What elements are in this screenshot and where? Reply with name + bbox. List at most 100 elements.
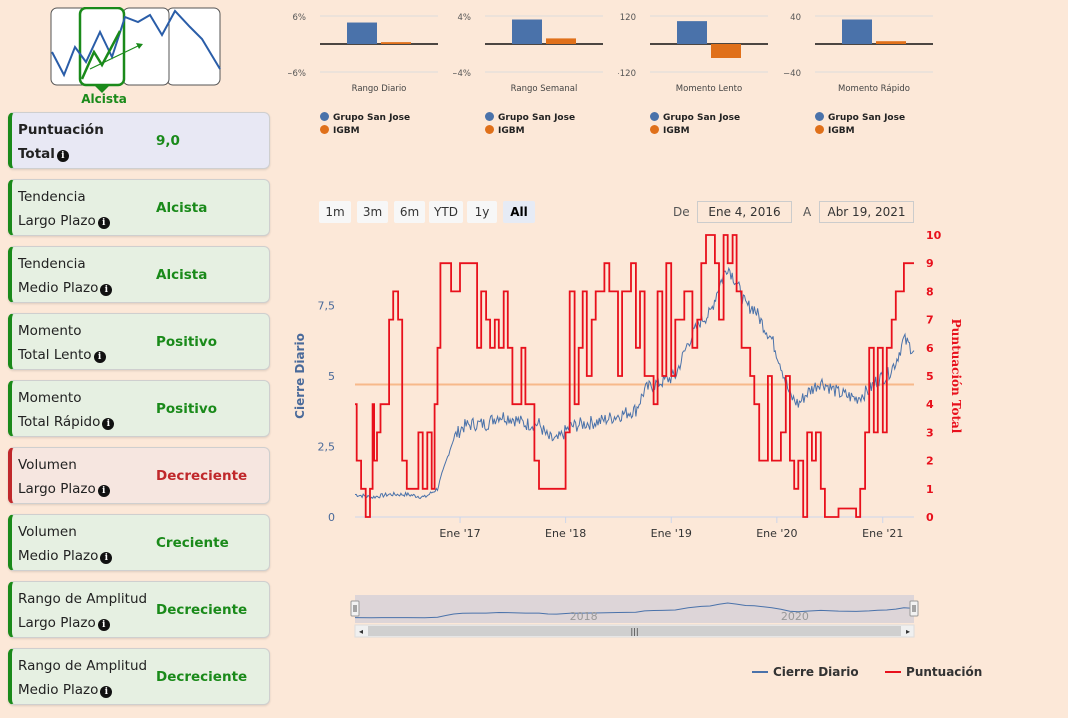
indicator-card[interactable]: Momento Total Lento i Positivo [8, 313, 270, 370]
mini-ytick-top: 40 [790, 13, 801, 23]
navigator-series [354, 602, 915, 619]
mini-legend-label: Grupo San Jose [663, 113, 741, 123]
card-value: Decreciente [156, 669, 248, 685]
legend-dot-icon [485, 112, 494, 121]
indicator-card[interactable]: Tendencia Medio Plazo i Alcista [8, 246, 270, 303]
x-tick-label: Ene '19 [651, 527, 692, 540]
mini-bar-igbm[interactable] [381, 42, 411, 44]
indicator-card[interactable]: Rango de Amplitud Largo Plazo i Decreciente [8, 581, 270, 638]
legend-item-puntuacion[interactable]: Puntuación [885, 665, 982, 679]
navigator-mask[interactable] [355, 595, 914, 623]
info-circle-icon[interactable]: i [97, 619, 110, 631]
mini-legend-item[interactable]: Grupo San Jose [650, 112, 740, 123]
mini-ytick-bottom: −4% [453, 69, 471, 79]
mini-bar-grupo-san-jose[interactable] [347, 22, 377, 44]
card-title-line2: Total Lento [18, 347, 92, 363]
navigator-right-handle[interactable] [909, 600, 919, 617]
mini-legend-item[interactable]: IGBM [320, 125, 360, 136]
mini-legend-item[interactable]: IGBM [815, 125, 855, 136]
scroll-right-icon[interactable]: ▸ [906, 627, 910, 636]
mini-legend-item[interactable]: Grupo San Jose [320, 112, 410, 123]
card-title: Volumen Largo Plazo i [18, 453, 110, 501]
indicator-card[interactable]: Momento Total Rápido i Positivo [8, 380, 270, 437]
x-tick-label: Ene '21 [862, 527, 903, 540]
y-right-tick-label: 10 [926, 229, 942, 242]
legend-item-cierre[interactable]: Cierre Diario [752, 665, 859, 679]
card-title: Momento Total Lento i [18, 319, 106, 367]
card-title-line1: Rango de Amplitud [18, 658, 148, 674]
card-title-line2: Largo Plazo [18, 213, 96, 229]
mini-xlabel: Momento Lento [676, 84, 742, 94]
mini-legend-label: Grupo San Jose [828, 113, 906, 123]
series-cierre-diario-line[interactable] [354, 266, 915, 500]
indicator-card[interactable]: Puntuación Total i 9,0 [8, 112, 270, 169]
to-date-input[interactable]: Abr 19, 2021 [819, 201, 914, 223]
range-button-6m[interactable]: 6m [394, 201, 425, 223]
mini-bar-igbm[interactable] [876, 41, 906, 44]
indicator-card[interactable]: Volumen Largo Plazo i Decreciente [8, 447, 270, 504]
card-title-line2: Total [18, 146, 55, 162]
y-left-tick-label: 0 [328, 511, 335, 524]
mini-bar-igbm[interactable] [546, 38, 576, 44]
mini-legend-label: IGBM [663, 126, 690, 136]
card-title-line1: Momento [18, 323, 82, 339]
y-right-tick-label: 3 [926, 426, 934, 439]
logo-label: Alcista [81, 92, 127, 106]
info-circle-icon[interactable]: i [100, 284, 113, 296]
info-circle-icon[interactable]: i [100, 552, 113, 564]
card-title: Rango de Amplitud Largo Plazo i [18, 587, 147, 635]
card-value: Positivo [156, 401, 217, 417]
from-date-input[interactable]: Ene 4, 2016 [697, 201, 792, 223]
scroll-grip-icon: ||| [630, 627, 638, 636]
range-button-1m[interactable]: 1m [319, 201, 351, 223]
mini-xlabel: Rango Semanal [511, 84, 578, 94]
mini-legend-item[interactable]: IGBM [485, 125, 525, 136]
mini-bar-grupo-san-jose[interactable] [842, 19, 872, 45]
mini-chart-svg: 40 −40 Momento Rápido [783, 13, 933, 94]
mini-chart-svg: 4% −4% Rango Semanal [453, 13, 603, 94]
range-button-3m[interactable]: 3m [357, 201, 388, 223]
card-title-line1: Puntuación [18, 122, 104, 138]
info-circle-icon[interactable]: i [97, 217, 110, 229]
card-value: Decreciente [156, 468, 248, 484]
y-left-axis-title: Cierre Diario [293, 333, 307, 419]
card-title-line1: Momento [18, 390, 82, 406]
info-circle-icon[interactable]: i [93, 351, 106, 363]
y-right-axis-title: Puntuación Total [949, 319, 963, 434]
navigator-left-handle[interactable] [350, 600, 360, 617]
range-button-1y[interactable]: 1y [467, 201, 497, 223]
info-circle-icon[interactable]: i [100, 686, 113, 698]
indicator-card[interactable]: Volumen Medio Plazo i Creciente [8, 514, 270, 571]
card-value: 9,0 [156, 133, 180, 149]
card-title-line2: Total Rápido [18, 414, 101, 430]
indicator-card[interactable]: Rango de Amplitud Medio Plazo i Decreciente [8, 648, 270, 705]
range-button-ytd[interactable]: YTD [429, 201, 463, 223]
card-title: Tendencia Largo Plazo i [18, 185, 110, 233]
card-title-line1: Volumen [18, 457, 77, 473]
scrollbar-thumb[interactable] [368, 626, 901, 636]
legend-dot-icon [815, 112, 824, 121]
mini-legend-item[interactable]: Grupo San Jose [485, 112, 575, 123]
card-value: Positivo [156, 334, 217, 350]
card-title-line1: Volumen [18, 524, 77, 540]
y-right-tick-label: 8 [926, 285, 934, 298]
mini-legend-item[interactable]: IGBM [650, 125, 690, 136]
legend-cierre-label: Cierre Diario [773, 665, 859, 679]
series-puntuacion-line[interactable] [355, 234, 914, 518]
info-circle-icon[interactable]: i [97, 485, 110, 497]
mini-bar-grupo-san-jose[interactable] [677, 21, 707, 44]
indicator-card[interactable]: Tendencia Largo Plazo i Alcista [8, 179, 270, 236]
mini-legend-item[interactable]: Grupo San Jose [815, 112, 905, 123]
mini-ytick-bottom: −120 [618, 69, 636, 79]
scroll-left-icon[interactable]: ◂ [359, 627, 363, 636]
card-title-line1: Tendencia [18, 256, 86, 272]
card-title-line1: Rango de Amplitud [18, 591, 148, 607]
mini-bar-igbm[interactable] [711, 44, 741, 58]
main-legend: Cierre Diario Puntuación [752, 665, 982, 679]
card-title: Tendencia Medio Plazo i [18, 252, 113, 300]
mini-bar-grupo-san-jose[interactable] [512, 19, 542, 45]
card-title-line2: Medio Plazo [18, 682, 99, 698]
info-circle-icon[interactable]: i [56, 150, 69, 162]
range-button-all[interactable]: All [503, 201, 535, 223]
info-circle-icon[interactable]: i [102, 418, 115, 430]
